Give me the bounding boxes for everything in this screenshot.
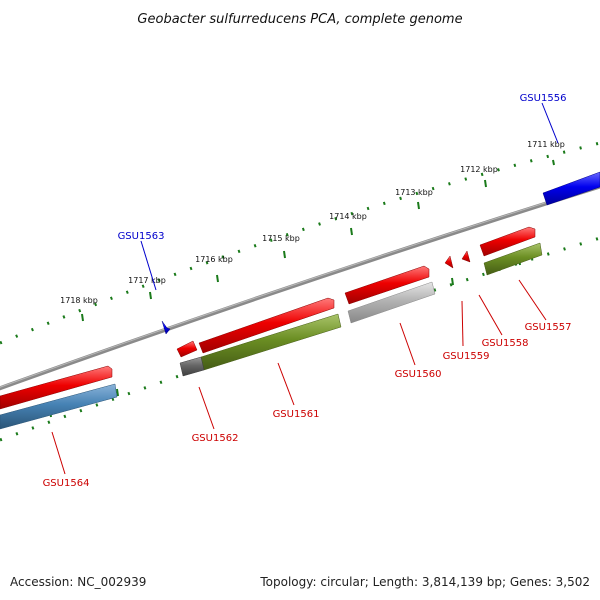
leader-line-gsu1559 [461, 300, 464, 347]
scale-ruler-outer [0, 141, 600, 345]
major-tick [350, 227, 353, 236]
gene-label-gsu1558[interactable]: GSU1558 [482, 338, 529, 349]
major-tick [552, 159, 555, 166]
gene-label-gsu1560[interactable]: GSU1560 [395, 369, 442, 380]
scale-label: 1715 kbp [262, 234, 300, 243]
major-tick [451, 277, 454, 286]
leader-line-gsu1558 [478, 294, 503, 336]
genome-summary-text: Topology: circular; Length: 3,814,139 bp… [260, 575, 590, 589]
scale-label: 1711 kbp [527, 140, 565, 149]
gene-label-gsu1562[interactable]: GSU1562 [192, 433, 239, 444]
gene-label-gsu1561[interactable]: GSU1561 [273, 409, 320, 420]
gene-label-gsu1559[interactable]: GSU1559 [443, 351, 490, 362]
genome-backbone-highlight [0, 185, 600, 388]
gene-feature-gsu1559[interactable] [444, 255, 454, 269]
cog-band-gsu1564 [0, 383, 118, 430]
gene-feature-gsu1564[interactable] [0, 365, 113, 410]
leader-line-gsu1557 [518, 279, 547, 321]
genome-backbone [0, 184, 600, 391]
gene-feature-gsu1556[interactable] [542, 171, 600, 206]
cog-band-gsu1560 [347, 281, 436, 324]
gene-feature-gsu1557[interactable] [479, 226, 536, 257]
leader-line-gsu1560 [399, 322, 416, 366]
leader-line-gsu1564 [51, 431, 66, 475]
major-tick [283, 250, 286, 259]
gene-feature-gsu1563[interactable] [161, 320, 171, 335]
leader-line-gsu1561 [277, 362, 295, 406]
accession-text: Accession: NC_002939 [10, 575, 147, 589]
major-tick [149, 291, 152, 300]
major-tick [417, 201, 420, 210]
gene-label-gsu1556[interactable]: GSU1556 [520, 93, 567, 104]
map-title: Geobacter sulfurreducens PCA, complete g… [137, 12, 462, 27]
gene-label-gsu1563[interactable]: GSU1563 [118, 231, 165, 242]
scale-label: 1712 kbp [460, 165, 498, 174]
gene-feature-gsu1558[interactable] [461, 250, 471, 263]
gene-label-gsu1564[interactable]: GSU1564 [43, 478, 90, 489]
scale-ruler-outer-ticks [0, 141, 600, 345]
scale-label: 1714 kbp [329, 212, 367, 221]
leader-line-gsu1562 [198, 386, 215, 430]
gene-feature-gsu1561[interactable] [198, 297, 335, 354]
major-tick [116, 388, 119, 397]
gene-feature-gsu1562[interactable] [176, 340, 198, 358]
leader-line-gsu1563 [140, 240, 157, 291]
major-tick [81, 313, 84, 322]
scale-label: 1718 kbp [60, 296, 98, 305]
scale-label: 1713 kbp [395, 188, 433, 197]
leader-line-gsu1556 [541, 102, 559, 144]
scale-label: 1716 kbp [195, 255, 233, 264]
major-tick [484, 179, 487, 188]
major-tick [216, 274, 219, 283]
cog-band-gsu1562 [179, 356, 205, 377]
cog-band-gsu1557 [483, 242, 543, 276]
scale-label: 1717 kbp [128, 276, 166, 285]
gene-feature-gsu1560[interactable] [344, 265, 430, 305]
gene-label-gsu1557[interactable]: GSU1557 [525, 322, 572, 333]
